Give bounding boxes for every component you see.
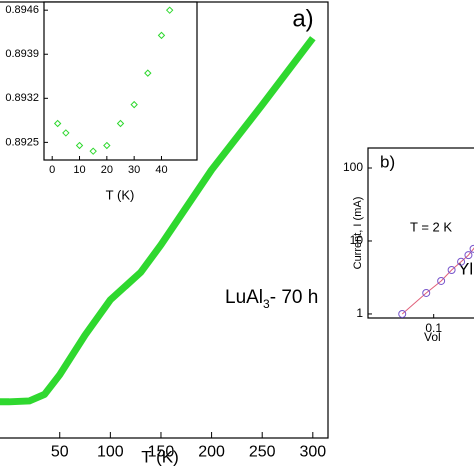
annotation-part: - 70 h (270, 287, 319, 308)
data-point (75, 141, 84, 150)
x-tick-label: 300 (299, 444, 326, 461)
y-tick-label: 0.8939 (5, 48, 39, 60)
x-tick-label: 20 (101, 164, 113, 176)
data-point (130, 100, 138, 109)
data-point (144, 69, 152, 77)
annotation-sub: 3 (263, 297, 270, 311)
x-tick-label: 100 (97, 444, 124, 461)
data-point (457, 257, 466, 266)
annotation: LuAl3- 70 h (225, 287, 318, 311)
x-tick-label: 30 (128, 164, 140, 176)
data-point (464, 251, 473, 260)
x-tick-label: 0 (49, 164, 55, 176)
x-tick-label: 50 (51, 444, 69, 461)
data-point (62, 129, 70, 137)
x-axis-label: T (K) (141, 447, 178, 466)
x-tick-label: 200 (198, 444, 225, 461)
data-point (157, 31, 166, 40)
b-annotation: T = 2 K (410, 219, 452, 234)
data-point (89, 147, 97, 155)
y-tick-label: 0.8946 (5, 4, 39, 16)
inset-x-label: T (K) (106, 187, 135, 202)
plot-frame (367, 147, 474, 319)
x-tick-label: 40 (155, 164, 167, 176)
x-tick-label: 250 (249, 444, 276, 461)
data-point (103, 141, 111, 150)
data-point (53, 119, 62, 128)
data-point (165, 6, 174, 14)
b-y-label: Current, I (mA) (352, 197, 364, 270)
b-x-label: Vol (424, 330, 441, 344)
data-point (437, 276, 446, 285)
panel-a-label: a) (292, 5, 313, 32)
plot-frame (43, 1, 198, 161)
y-tick-label: 10 (350, 233, 364, 247)
data-point (422, 288, 431, 297)
data-point (116, 119, 125, 128)
y-tick-label: 100 (343, 160, 363, 174)
data-line (0, 36, 316, 406)
data-point (398, 309, 407, 318)
panel-b-label: b) (380, 152, 395, 171)
b-annotation: Yl (458, 259, 473, 278)
y-tick-label: 0.8925 (5, 136, 39, 148)
data-point (447, 266, 456, 275)
x-tick-label: 150 (148, 444, 175, 461)
y-tick-label: 0.8932 (5, 92, 39, 104)
y-tick-label: 1 (356, 306, 363, 320)
x-tick-label: 0.1 (425, 321, 442, 335)
x-tick-label: 10 (73, 164, 85, 176)
annotation-part: LuAl (225, 287, 263, 308)
